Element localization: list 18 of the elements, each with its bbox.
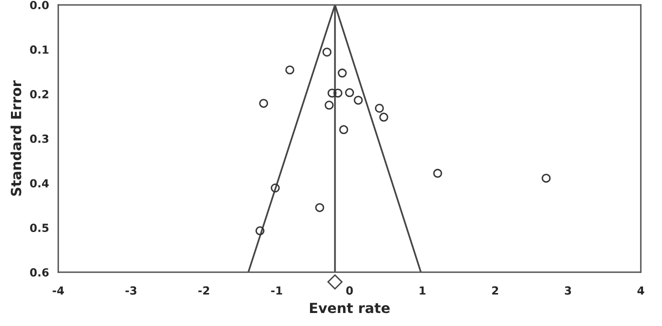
x-axis-title: Event rate [310,302,390,314]
x-tick-label: 1 [420,286,426,295]
y-tick-label: 0.0 [30,0,49,10]
y-tick-label: 0.3 [30,134,48,143]
x-tick-label: 0 [346,286,353,295]
x-tick-label: 3 [564,286,571,295]
y-tick-label: 0.6 [30,268,49,277]
x-tick-label: 2 [492,286,498,295]
x-tick-label: -4 [52,286,64,295]
x-tick-label: 4 [637,286,644,295]
y-axis-title: Standard Error [10,80,22,196]
x-tick-label: -3 [126,286,136,295]
y-tick-label: 0.2 [30,90,48,98]
x-tick-label: -2 [198,286,210,295]
x-tick-label: -1 [271,286,282,295]
y-tick-label: 0.5 [30,224,48,232]
y-tick-label: 0.1 [30,45,48,54]
y-tick-label: 0.4 [30,179,49,188]
